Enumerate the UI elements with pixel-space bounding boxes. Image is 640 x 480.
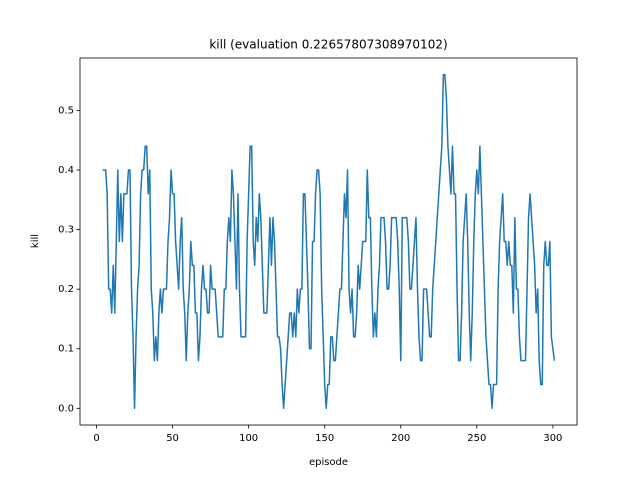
data-line bbox=[102, 73, 556, 410]
x-tick-label: 0 bbox=[93, 433, 99, 444]
x-tick-label: 150 bbox=[315, 433, 334, 444]
y-tick-label: 0.1 bbox=[58, 344, 74, 355]
axes-frame bbox=[79, 57, 578, 426]
y-axis-label: kill bbox=[30, 234, 41, 248]
x-tick-label: 250 bbox=[467, 433, 486, 444]
x-tick-label: 100 bbox=[239, 433, 258, 444]
y-tick-label: 0.0 bbox=[58, 403, 74, 414]
x-tick-label: 200 bbox=[391, 433, 410, 444]
x-axis-label: episode bbox=[309, 457, 348, 468]
x-tick-label: 50 bbox=[166, 433, 179, 444]
y-tick-label: 0.3 bbox=[58, 225, 74, 236]
x-tick-label: 300 bbox=[543, 433, 562, 444]
y-tick-label: 0.2 bbox=[58, 284, 74, 295]
y-tick-label: 0.5 bbox=[58, 105, 74, 116]
y-tick-label: 0.4 bbox=[58, 165, 74, 176]
chart-title: kill (evaluation 0.22657807308970102) bbox=[209, 38, 447, 52]
